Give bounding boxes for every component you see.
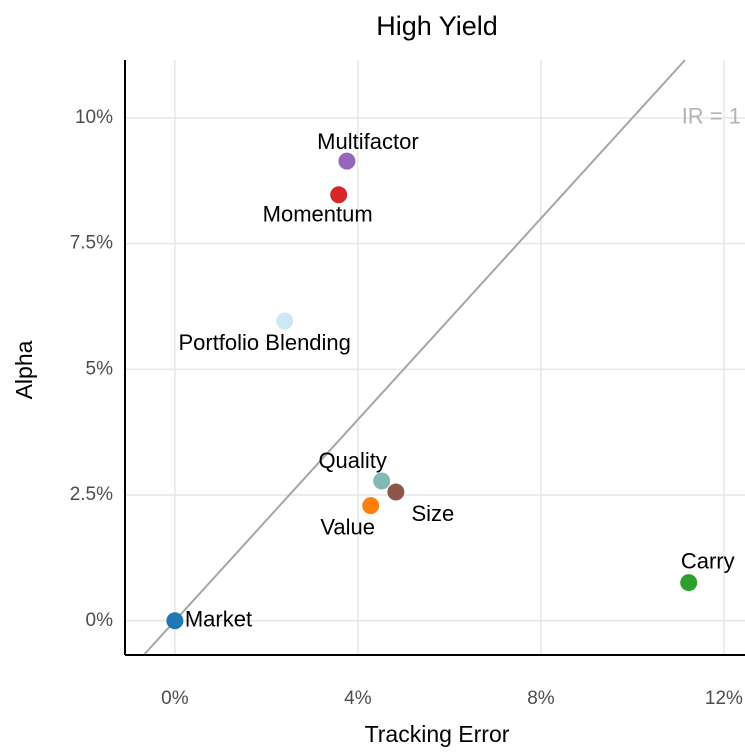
y-tick-label: 0% bbox=[86, 610, 114, 631]
point-label: Portfolio Blending bbox=[178, 330, 350, 355]
x-tick-label: 8% bbox=[527, 688, 555, 709]
point bbox=[276, 312, 294, 330]
y-tick-label: 7.5% bbox=[70, 233, 113, 254]
x-tick-label: 4% bbox=[344, 688, 372, 709]
point-label: Quality bbox=[318, 448, 386, 473]
point bbox=[387, 483, 405, 501]
x-tick-label: 0% bbox=[161, 688, 189, 709]
point-label: Carry bbox=[681, 548, 735, 573]
point bbox=[338, 152, 356, 170]
x-axis-title: Tracking Error bbox=[365, 721, 510, 747]
point-label: Multifactor bbox=[317, 129, 418, 154]
point-label: Size bbox=[411, 501, 454, 526]
point bbox=[166, 612, 184, 630]
y-axis-title: Alpha bbox=[11, 340, 37, 399]
reference-line bbox=[143, 59, 686, 656]
y-tick-label: 5% bbox=[86, 358, 114, 379]
point bbox=[680, 574, 698, 592]
point-label: Market bbox=[185, 607, 252, 632]
point bbox=[362, 497, 380, 515]
point bbox=[373, 472, 391, 490]
x-tick-label: 12% bbox=[705, 688, 743, 709]
annotation: IR = 1 bbox=[682, 104, 741, 129]
y-tick-label: 2.5% bbox=[70, 484, 113, 505]
point-label: Momentum bbox=[263, 202, 373, 227]
point-label: Value bbox=[320, 514, 375, 539]
y-tick-label: 10% bbox=[75, 107, 113, 128]
point bbox=[330, 186, 348, 204]
chart-title: High Yield bbox=[376, 11, 498, 41]
